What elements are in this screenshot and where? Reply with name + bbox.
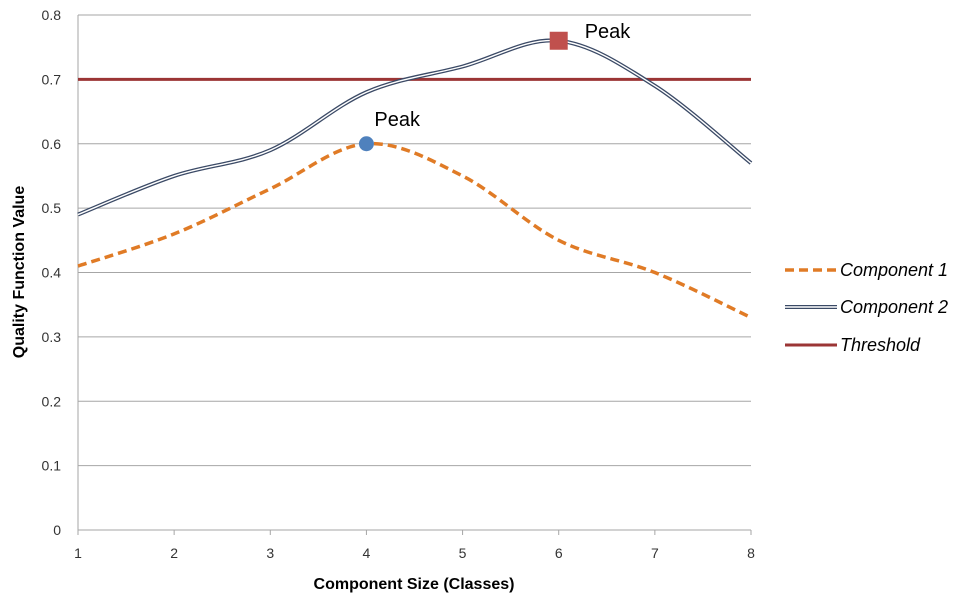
peak-label: Peak <box>374 109 421 131</box>
axes <box>77 15 752 535</box>
x-tick-label: 3 <box>266 545 274 561</box>
y-tick-label: 0.4 <box>42 265 62 281</box>
x-tick-label: 8 <box>747 545 755 561</box>
x-axis-title: Component Size (Classes) <box>314 576 515 593</box>
tick-labels: 0 0.1 0.2 0.3 0.4 0.5 0.6 0.7 0.8 1 2 3 4 5 6 7 8 <box>42 7 756 561</box>
y-tick-label: 0.5 <box>42 200 62 216</box>
peak-markers: Peak Peak <box>358 21 632 152</box>
x-tick-label: 1 <box>74 545 82 561</box>
legend-label-component-2: Component 2 <box>840 297 948 317</box>
peak-marker-circle <box>358 136 374 152</box>
legend-label-component-1: Component 1 <box>840 260 948 280</box>
legend-label-threshold: Threshold <box>840 335 921 355</box>
y-tick-label: 0 <box>53 522 61 538</box>
peak-marker-square <box>549 31 568 50</box>
x-tick-label: 6 <box>555 545 563 561</box>
y-tick-label: 0.3 <box>42 329 62 345</box>
series-component-2 <box>77 38 753 217</box>
series-component-2-inner <box>77 39 752 216</box>
y-tick-label: 0.8 <box>42 7 62 23</box>
x-tick-label: 4 <box>363 545 371 561</box>
series-lines <box>77 38 753 320</box>
y-tick-label: 0.1 <box>42 458 62 474</box>
x-tick-label: 7 <box>651 545 659 561</box>
peak-label: Peak <box>585 21 632 43</box>
x-tick-label: 5 <box>459 545 467 561</box>
y-tick-label: 0.2 <box>42 393 62 409</box>
legend: Component 1 Component 2 Threshold <box>785 260 948 355</box>
series-component-1 <box>77 141 752 320</box>
x-tick-label: 2 <box>170 545 178 561</box>
y-tick-label: 0.6 <box>42 136 62 152</box>
y-axis-title: Quality Function Value <box>11 186 28 359</box>
y-tick-label: 0.7 <box>42 71 62 87</box>
